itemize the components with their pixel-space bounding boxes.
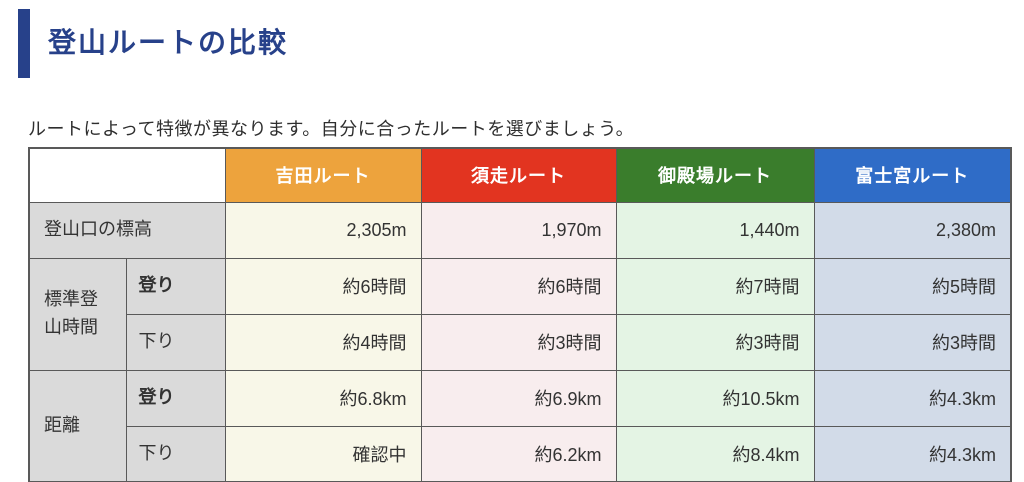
value-cell: 2,380m (813, 201, 1012, 259)
value-cell: 約6.8km (224, 369, 422, 427)
value-cell: 約10.5km (615, 369, 815, 427)
row-group-label: 距離 (28, 369, 127, 482)
table-row-3: 距離 登り 約6.8km 約6.9km 約10.5km 約4.3km (28, 369, 1012, 482)
value-cell: 約6.2km (420, 425, 617, 482)
value-cell: 約6時間 (224, 257, 422, 315)
value-cell: 約8.4km (615, 425, 815, 482)
route-header-cell-0: 吉田ルート (224, 147, 422, 203)
title-accent-bar (18, 8, 30, 78)
intro-text: ルートによって特徴が異なります。自分に合ったルートを選びましょう。 (28, 119, 635, 139)
value-cell: 約6.9km (420, 369, 617, 427)
table-body: 登山口の標高 2,305m 1,970m 1,440m 2,380m 標準登山時間 登り 約6… (28, 201, 1012, 482)
route-header-cell-2: 御殿場ルート (615, 147, 815, 203)
value-cell: 1,440m (615, 201, 815, 259)
table-row-4: 下り 確認中 約6.2km 約8.4km 約4.3km (29, 425, 1012, 482)
value-cell: 約4.3km (813, 369, 1012, 427)
row-sub-label: 下り (125, 425, 226, 482)
value-cell: 確認中 (224, 425, 422, 482)
table-row-2: 下り 約4時間 約3時間 約3時間 約3時間 (29, 313, 1012, 371)
row-sub-label: 下り (125, 313, 226, 371)
value-cell: 1,970m (420, 201, 617, 259)
route-header-cell-1: 須走ルート (420, 147, 617, 203)
row-group-label: 登山口の標高 (28, 201, 226, 259)
table-header-row: 吉田ルート 須走ルート 御殿場ルート 富士宮ルート (28, 147, 1012, 203)
corner-cell (28, 147, 226, 203)
value-cell: 2,305m (224, 201, 422, 259)
value-cell: 約7時間 (615, 257, 815, 315)
value-cell: 約3時間 (420, 313, 617, 371)
row-sub-label: 登り (125, 369, 226, 427)
value-cell: 約6時間 (420, 257, 617, 315)
value-cell: 約4時間 (224, 313, 422, 371)
route-comparison-table: 吉田ルート 須走ルート 御殿場ルート 富士宮ルート 登山口の標高 2,305m 1,970… (28, 147, 1012, 482)
row-group-label: 標準登山時間 (28, 257, 127, 371)
header-row: 吉田ルート 須走ルート 御殿場ルート 富士宮ルート (28, 147, 1012, 203)
route-header-cell-3: 富士宮ルート (813, 147, 1012, 203)
value-cell: 約5時間 (813, 257, 1012, 315)
page-title: 登山ルートの比較 (48, 27, 289, 59)
table-row-1: 標準登山時間 登り 約6時間 約6時間 約7時間 約5時間 (28, 257, 1012, 371)
content-page: 登山ルートの比較 ルートによって特徴が異なります。自分に合ったルートを選びましょ… (0, 8, 1024, 482)
section-heading: 登山ルートの比較 (18, 8, 1024, 78)
value-cell: 約3時間 (813, 313, 1012, 371)
table-row-0: 登山口の標高 2,305m 1,970m 1,440m 2,380m (28, 201, 1012, 259)
row-sub-label: 登り (125, 257, 226, 315)
value-cell: 約4.3km (813, 425, 1012, 482)
value-cell: 約3時間 (615, 313, 815, 371)
